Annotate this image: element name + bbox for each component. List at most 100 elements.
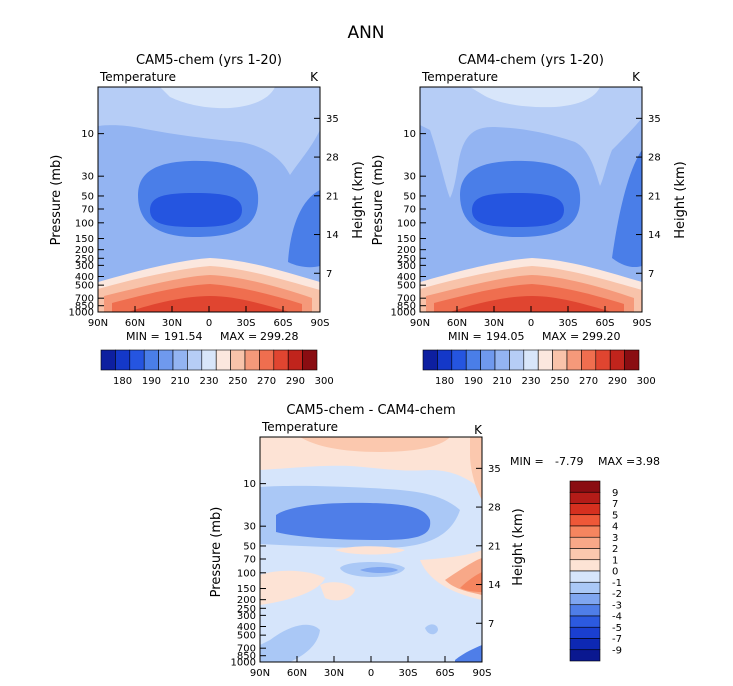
south-cold bbox=[612, 150, 642, 268]
y2-tick-label: 14 bbox=[326, 230, 339, 241]
y-tick-label: 850 bbox=[397, 301, 416, 312]
x-tick-label: 30S bbox=[236, 318, 255, 329]
max-value: 299.28 bbox=[260, 330, 299, 343]
cool-equator-core bbox=[360, 567, 398, 573]
x-tick-label: 90S bbox=[632, 318, 651, 329]
colorbar-label: -3 bbox=[612, 600, 622, 611]
colorbar-label: 210 bbox=[493, 376, 512, 387]
colorbar-swatch bbox=[569, 480, 601, 493]
colorbar-swatch bbox=[569, 548, 601, 561]
upper-band bbox=[160, 87, 275, 109]
y-tick-label: 500 bbox=[75, 281, 94, 292]
colorbar-swatch bbox=[172, 349, 188, 371]
colorbar-label: -4 bbox=[612, 612, 622, 623]
colorbar-label: 0 bbox=[612, 567, 618, 578]
units-label: K bbox=[632, 70, 641, 84]
y2-tick-label: 28 bbox=[326, 153, 339, 164]
colorbar-swatch bbox=[422, 349, 438, 371]
y-tick-label: 10 bbox=[403, 129, 416, 140]
y-tick-label: 300 bbox=[237, 611, 256, 622]
y2-tick-label: 28 bbox=[648, 153, 661, 164]
x-tick-label: 60N bbox=[447, 318, 467, 329]
colorbar-label: 290 bbox=[608, 376, 627, 387]
y-tick-label: 50 bbox=[81, 191, 94, 202]
colorbar-swatch bbox=[115, 349, 131, 371]
y2-tick-label: 7 bbox=[648, 269, 654, 280]
colorbar-label: 2 bbox=[612, 544, 618, 555]
variable-label: Temperature bbox=[421, 70, 498, 84]
colorbar-swatch bbox=[259, 349, 275, 371]
units-label: K bbox=[474, 423, 483, 437]
y-tick-label: 850 bbox=[75, 301, 94, 312]
panel-diff: CAM5-chem - CAM4-chem Temperature K Pres… bbox=[209, 403, 660, 679]
colorbar-swatch bbox=[273, 349, 289, 371]
colorbar-label: 230 bbox=[199, 376, 218, 387]
colorbar-label: 270 bbox=[579, 376, 598, 387]
variable-label: Temperature bbox=[99, 70, 176, 84]
strat-band bbox=[420, 87, 642, 198]
y-tick-label: 400 bbox=[237, 622, 256, 633]
colorbar-swatch bbox=[537, 349, 553, 371]
colorbar-swatch bbox=[451, 349, 467, 371]
warm-upper bbox=[260, 437, 482, 490]
panel-title: CAM4-chem (yrs 1-20) bbox=[458, 53, 604, 68]
y-tick-label: 700 bbox=[237, 644, 256, 655]
contour-field bbox=[420, 87, 642, 312]
colorbar-swatch bbox=[523, 349, 539, 371]
max-label: MAX = bbox=[220, 330, 257, 343]
colorbar-label: 300 bbox=[315, 376, 334, 387]
y-tick-label: 850 bbox=[237, 651, 256, 662]
colorbar-swatch bbox=[569, 581, 601, 594]
panel-cam4: CAM4-chem (yrs 1-20) Temperature K Press… bbox=[371, 53, 688, 387]
y-tick-label: 300 bbox=[397, 261, 416, 272]
y-tick-label: 100 bbox=[75, 218, 94, 229]
y-tick-label: 10 bbox=[243, 479, 256, 490]
max-value: 3.98 bbox=[636, 455, 661, 468]
y-tick-label: 70 bbox=[81, 205, 94, 216]
colorbar-label: 250 bbox=[228, 376, 247, 387]
warm-sh-3 bbox=[460, 572, 482, 592]
colorbar-swatch bbox=[187, 349, 203, 371]
colorbar-label: -7 bbox=[612, 634, 622, 645]
y2-tick-label: 7 bbox=[488, 619, 494, 630]
colorbar-swatch bbox=[129, 349, 145, 371]
colorbar-label: 250 bbox=[550, 376, 569, 387]
x-tick-label: 90N bbox=[410, 318, 430, 329]
colorbar-swatch bbox=[624, 349, 640, 371]
x-tick-label: 0 bbox=[206, 318, 212, 329]
y-tick-label: 100 bbox=[397, 218, 416, 229]
colorbar-label: 210 bbox=[171, 376, 190, 387]
colorbar-swatch bbox=[595, 349, 611, 371]
y-tick-label: 1000 bbox=[391, 308, 416, 319]
y-tick-label: 50 bbox=[403, 191, 416, 202]
max-label: MAX = bbox=[598, 455, 635, 468]
colorbar-label: 180 bbox=[435, 376, 454, 387]
colorbar-swatch bbox=[465, 349, 481, 371]
y-tick-label: 250 bbox=[397, 254, 416, 265]
coldest-core bbox=[150, 193, 242, 227]
y2-tick-label: 21 bbox=[648, 191, 661, 202]
cool-low-sh bbox=[425, 624, 438, 635]
colorbar-label: 190 bbox=[142, 376, 161, 387]
panel-title: CAM5-chem (yrs 1-20) bbox=[136, 53, 282, 68]
x-tick-label: 0 bbox=[528, 318, 534, 329]
y2-tick-label: 14 bbox=[648, 230, 661, 241]
x-tick-label: 30S bbox=[558, 318, 577, 329]
colorbar-label: 7 bbox=[612, 499, 618, 510]
y-tick-label: 200 bbox=[237, 595, 256, 606]
colorbar-swatch bbox=[569, 626, 601, 639]
y2-axis-title: Height (km) bbox=[351, 161, 366, 238]
y2-tick-label: 35 bbox=[326, 114, 339, 125]
colorbar-label: 3 bbox=[612, 533, 618, 544]
y2-tick-label: 14 bbox=[488, 580, 501, 591]
x-tick-label: 60S bbox=[435, 668, 454, 679]
units-label: K bbox=[310, 70, 319, 84]
coldest-core bbox=[472, 193, 564, 227]
warm-mid-equator bbox=[335, 546, 405, 555]
y-tick-label: 400 bbox=[75, 272, 94, 283]
colorbar-label: 4 bbox=[612, 522, 618, 533]
colorbar-swatch bbox=[437, 349, 453, 371]
colorbar-label: 230 bbox=[521, 376, 540, 387]
strat-band bbox=[98, 87, 320, 175]
colorbar-swatch bbox=[569, 638, 601, 651]
